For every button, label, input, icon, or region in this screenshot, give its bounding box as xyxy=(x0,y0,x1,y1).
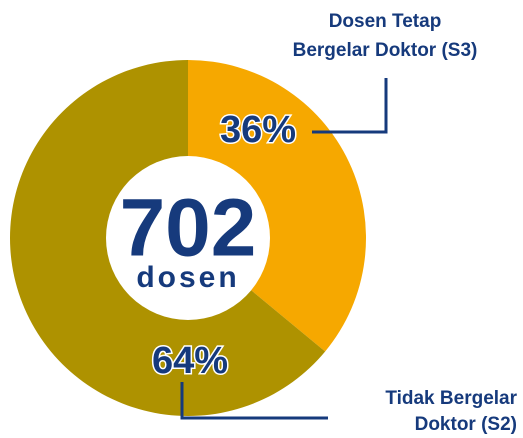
center-label: dosen xyxy=(136,261,239,294)
category-label: Bergelar Doktor (S3) xyxy=(293,40,478,61)
leader-line xyxy=(312,78,388,134)
leader-line xyxy=(180,382,328,420)
center-value: 702 xyxy=(120,183,257,274)
value-label: 64% xyxy=(152,340,228,382)
category-label: Tidak Bergelar xyxy=(385,388,517,409)
donut-hole xyxy=(106,156,270,320)
category-label: Doktor (S2) xyxy=(415,414,517,435)
value-label: 36% xyxy=(220,109,296,151)
category-label: Dosen Tetap xyxy=(329,11,442,32)
